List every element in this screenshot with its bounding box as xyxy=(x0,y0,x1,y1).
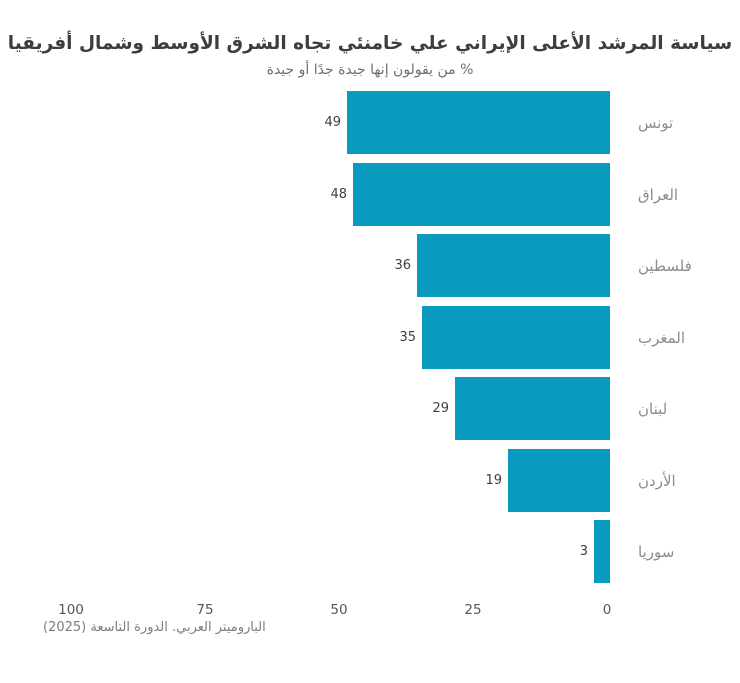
x-tick-label: 50 xyxy=(330,602,348,618)
bar-value-label: 36 xyxy=(394,258,411,273)
category-label: المغرب xyxy=(638,328,686,347)
x-tick-label: 25 xyxy=(464,602,482,618)
bar-value-label: 35 xyxy=(399,330,416,345)
x-axis: 100 75 50 25 0 xyxy=(0,602,740,620)
x-tick-label: 100 xyxy=(58,602,84,618)
bar xyxy=(422,306,610,369)
bar xyxy=(417,234,610,297)
plot-area: 49 تونس 48 العراق 36 فلسطين 35 المغرب 29 لبنان 19 ا… xyxy=(0,91,740,596)
bar xyxy=(594,520,610,583)
category-label: العراق xyxy=(638,185,679,204)
x-tick-label: 75 xyxy=(196,602,214,618)
bar xyxy=(347,91,610,154)
bar xyxy=(455,377,610,440)
bar-value-label: 19 xyxy=(485,473,502,488)
category-label: فلسطين xyxy=(638,256,692,275)
bar-value-label: 29 xyxy=(432,401,449,416)
bar-value-label: 3 xyxy=(579,544,588,559)
chart-subtitle: % من يقولون إنها جيدة جدًا أو جيدة xyxy=(266,62,474,78)
chart-title: سياسة المرشد الأعلى الإيراني علي خامنئي … xyxy=(7,33,733,54)
x-tick-label: 0 xyxy=(602,602,612,618)
category-label: لبنان xyxy=(638,399,668,418)
source-note: الباروميتر العربي. الدورة التاسعة (2025) xyxy=(43,620,266,635)
bar xyxy=(508,449,610,512)
category-label: سوريا xyxy=(638,542,675,561)
category-label: الأردن xyxy=(638,471,676,490)
bar-value-label: 49 xyxy=(324,115,341,130)
bar xyxy=(353,163,610,226)
bar-value-label: 48 xyxy=(330,187,347,202)
category-label: تونس xyxy=(638,113,674,132)
